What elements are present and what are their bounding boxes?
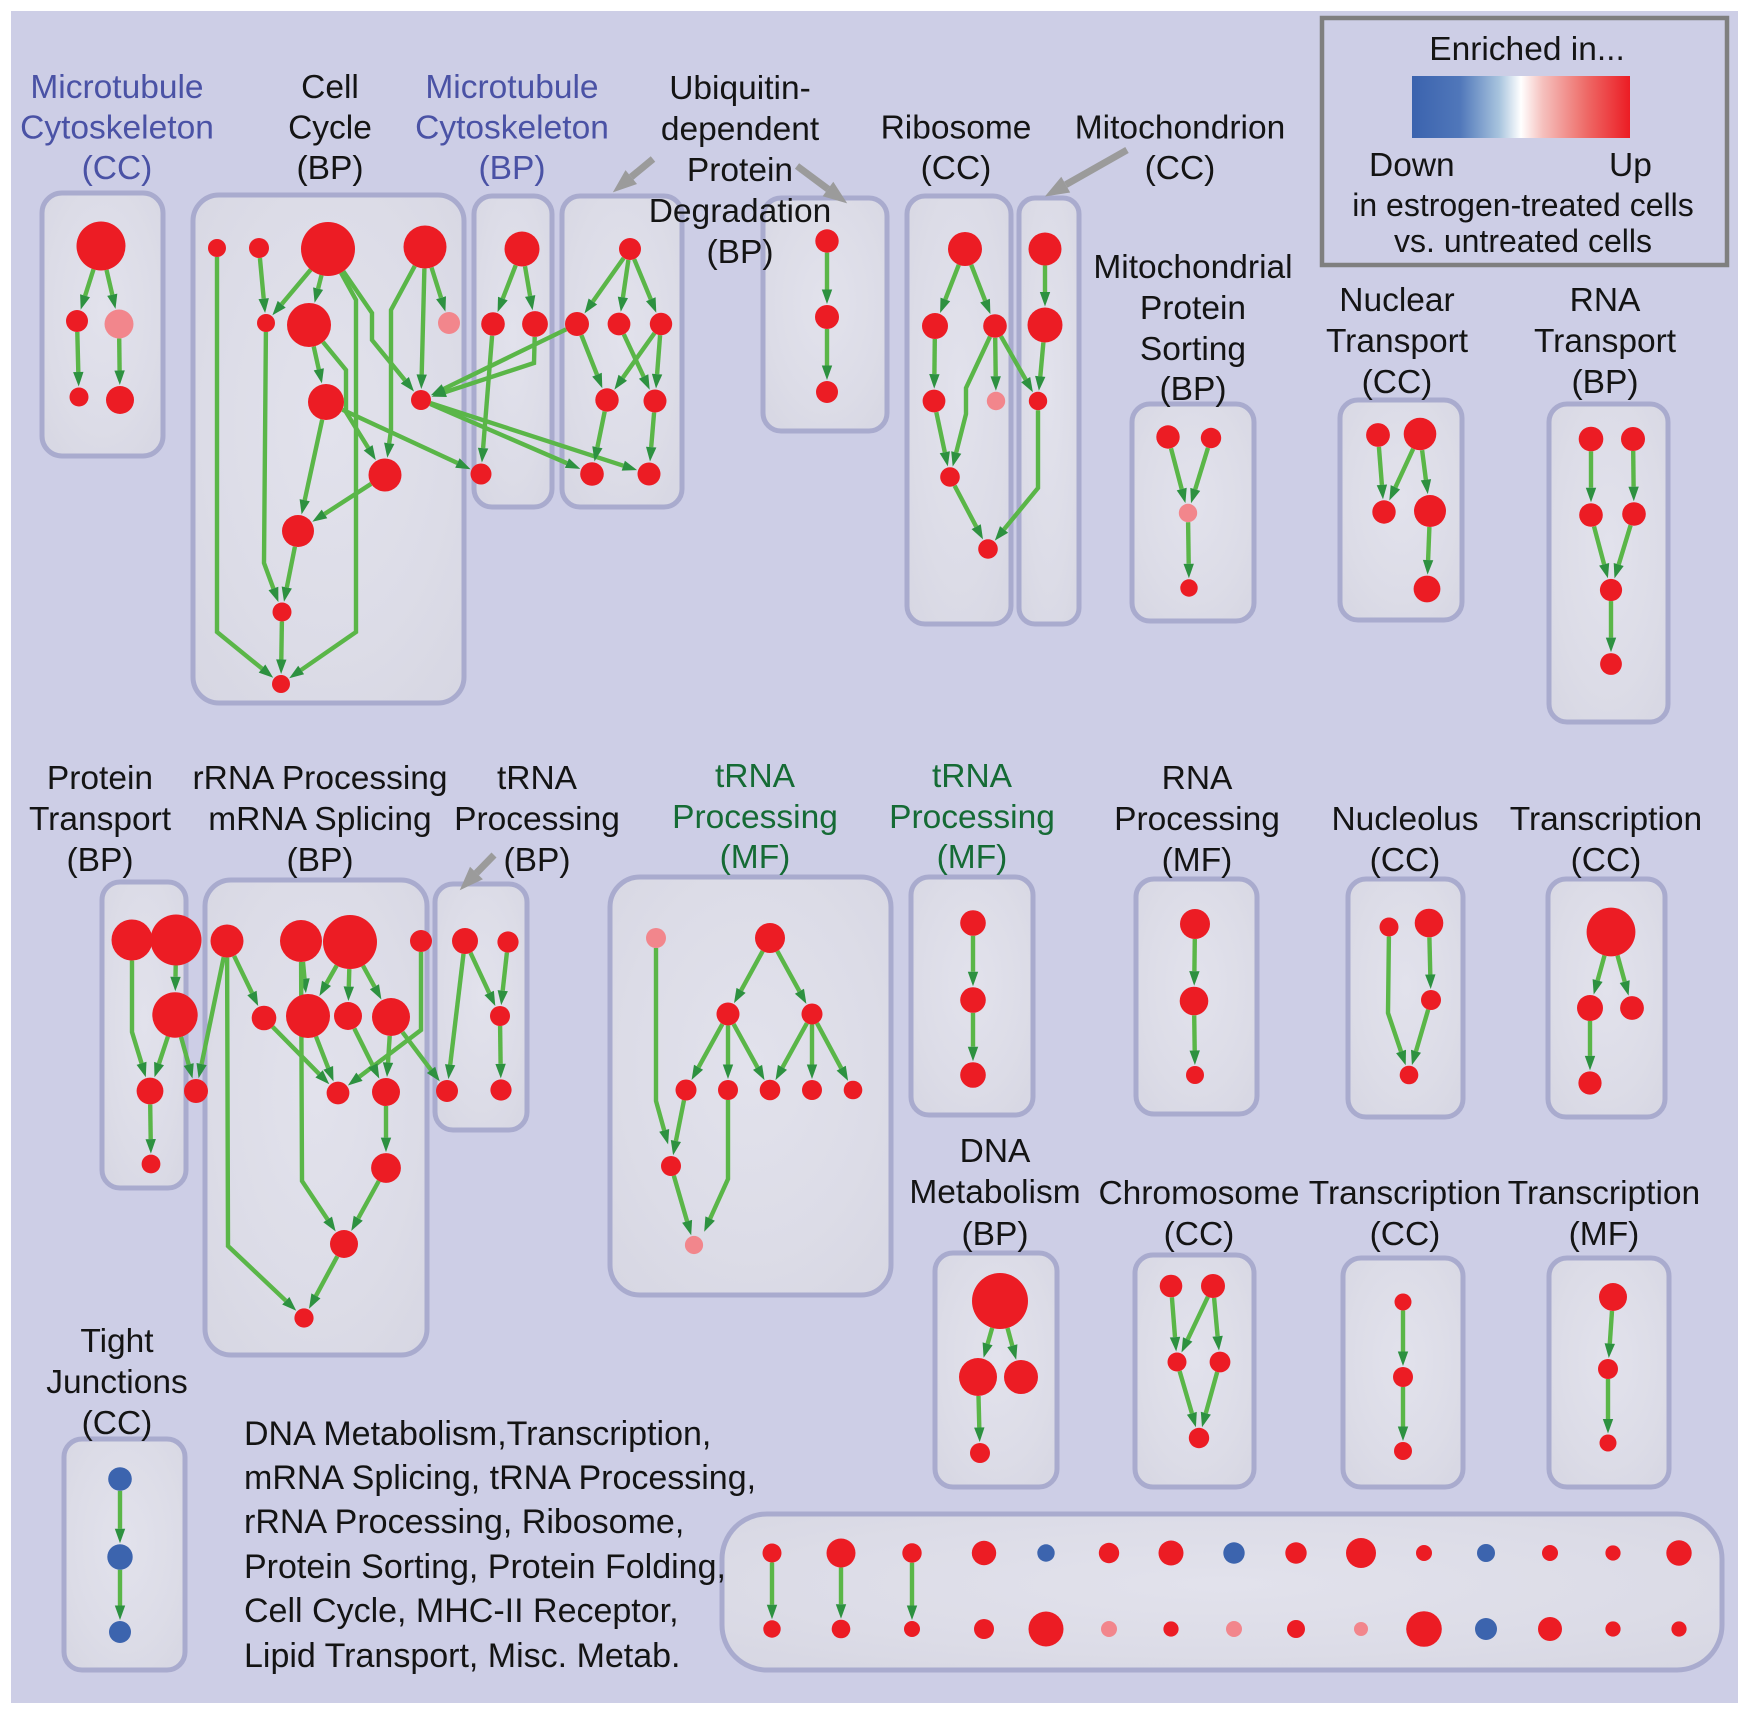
svg-text:Up: Up xyxy=(1609,147,1652,184)
svg-text:Nuclear: Nuclear xyxy=(1339,282,1454,319)
svg-text:RNA: RNA xyxy=(1570,282,1641,319)
svg-text:DNA Metabolism,Transcription,: DNA Metabolism,Transcription, xyxy=(244,1415,711,1453)
svg-text:Cytoskeleton: Cytoskeleton xyxy=(415,110,609,147)
svg-text:Processing: Processing xyxy=(454,801,620,838)
svg-text:(MF): (MF) xyxy=(720,839,791,876)
svg-text:Microtubule: Microtubule xyxy=(30,69,203,106)
svg-text:in estrogen-treated cells: in estrogen-treated cells xyxy=(1352,187,1694,223)
svg-text:Protein Sorting, Protein Foldi: Protein Sorting, Protein Folding, xyxy=(244,1548,726,1586)
svg-text:Cell Cycle, MHC-II Receptor,: Cell Cycle, MHC-II Receptor, xyxy=(244,1592,679,1630)
svg-text:Junctions: Junctions xyxy=(46,1364,188,1401)
svg-text:(CC): (CC) xyxy=(1571,842,1642,879)
svg-text:(CC): (CC) xyxy=(1370,842,1441,879)
svg-text:(MF): (MF) xyxy=(1569,1216,1640,1253)
svg-text:Cycle: Cycle xyxy=(288,110,372,147)
svg-text:Chromosome: Chromosome xyxy=(1098,1175,1299,1212)
svg-text:Ubiquitin-: Ubiquitin- xyxy=(669,70,811,107)
svg-text:Processing: Processing xyxy=(889,799,1055,836)
svg-text:Protein: Protein xyxy=(687,152,793,189)
svg-text:(CC): (CC) xyxy=(921,150,992,187)
svg-text:(MF): (MF) xyxy=(937,839,1008,876)
svg-text:Processing: Processing xyxy=(1114,801,1280,838)
svg-text:Transport: Transport xyxy=(1534,323,1677,360)
svg-text:Cell: Cell xyxy=(301,69,359,106)
svg-text:Degradation: Degradation xyxy=(649,193,832,230)
svg-text:rRNA Processing: rRNA Processing xyxy=(192,760,447,797)
svg-text:Lipid Transport, Misc. Metab.: Lipid Transport, Misc. Metab. xyxy=(244,1637,681,1675)
svg-text:Tight: Tight xyxy=(80,1323,154,1360)
svg-text:Transcription: Transcription xyxy=(1508,1175,1700,1212)
svg-text:tRNA: tRNA xyxy=(932,758,1013,795)
svg-text:Mitochondrial: Mitochondrial xyxy=(1093,249,1292,286)
svg-text:tRNA: tRNA xyxy=(497,760,578,797)
svg-text:(CC): (CC) xyxy=(1362,364,1433,401)
svg-text:Transport: Transport xyxy=(1326,323,1469,360)
svg-text:DNA: DNA xyxy=(960,1133,1031,1170)
svg-text:(BP): (BP) xyxy=(297,150,364,187)
svg-text:Metabolism: Metabolism xyxy=(909,1174,1080,1211)
svg-text:(BP): (BP) xyxy=(1572,364,1639,401)
svg-text:Protein: Protein xyxy=(1140,290,1246,327)
svg-text:(CC): (CC) xyxy=(82,1405,153,1442)
svg-text:Processing: Processing xyxy=(672,799,838,836)
svg-text:(BP): (BP) xyxy=(67,842,134,879)
svg-text:vs. untreated cells: vs. untreated cells xyxy=(1394,223,1652,259)
svg-text:Down: Down xyxy=(1369,147,1455,184)
svg-text:RNA: RNA xyxy=(1162,760,1233,797)
svg-text:(BP): (BP) xyxy=(707,234,774,271)
svg-text:Transport: Transport xyxy=(29,801,172,838)
svg-text:Ribosome: Ribosome xyxy=(881,110,1032,147)
svg-text:mRNA Splicing, tRNA Processing: mRNA Splicing, tRNA Processing, xyxy=(244,1459,756,1497)
svg-text:Cytoskeleton: Cytoskeleton xyxy=(20,110,214,147)
svg-text:(CC): (CC) xyxy=(1145,150,1216,187)
svg-text:rRNA Processing, Ribosome,: rRNA Processing, Ribosome, xyxy=(244,1503,684,1541)
svg-text:(BP): (BP) xyxy=(479,150,546,187)
svg-text:(MF): (MF) xyxy=(1162,842,1233,879)
svg-text:Nucleolus: Nucleolus xyxy=(1331,801,1478,838)
svg-text:(BP): (BP) xyxy=(504,842,571,879)
svg-text:(BP): (BP) xyxy=(1160,371,1227,408)
svg-text:Transcription: Transcription xyxy=(1309,1175,1501,1212)
svg-text:(CC): (CC) xyxy=(1370,1216,1441,1253)
svg-text:Protein: Protein xyxy=(47,760,153,797)
svg-text:Mitochondrion: Mitochondrion xyxy=(1075,110,1285,147)
svg-text:(BP): (BP) xyxy=(962,1216,1029,1253)
svg-text:tRNA: tRNA xyxy=(715,758,796,795)
svg-text:(CC): (CC) xyxy=(82,150,153,187)
svg-text:mRNA Splicing: mRNA Splicing xyxy=(208,801,431,838)
svg-text:(CC): (CC) xyxy=(1164,1216,1235,1253)
svg-text:Microtubule: Microtubule xyxy=(425,69,598,106)
svg-text:dependent: dependent xyxy=(661,111,820,148)
svg-text:Sorting: Sorting xyxy=(1140,331,1246,368)
svg-text:(BP): (BP) xyxy=(287,842,354,879)
svg-text:Transcription: Transcription xyxy=(1510,801,1702,838)
svg-text:Enriched in...: Enriched in... xyxy=(1429,31,1625,68)
